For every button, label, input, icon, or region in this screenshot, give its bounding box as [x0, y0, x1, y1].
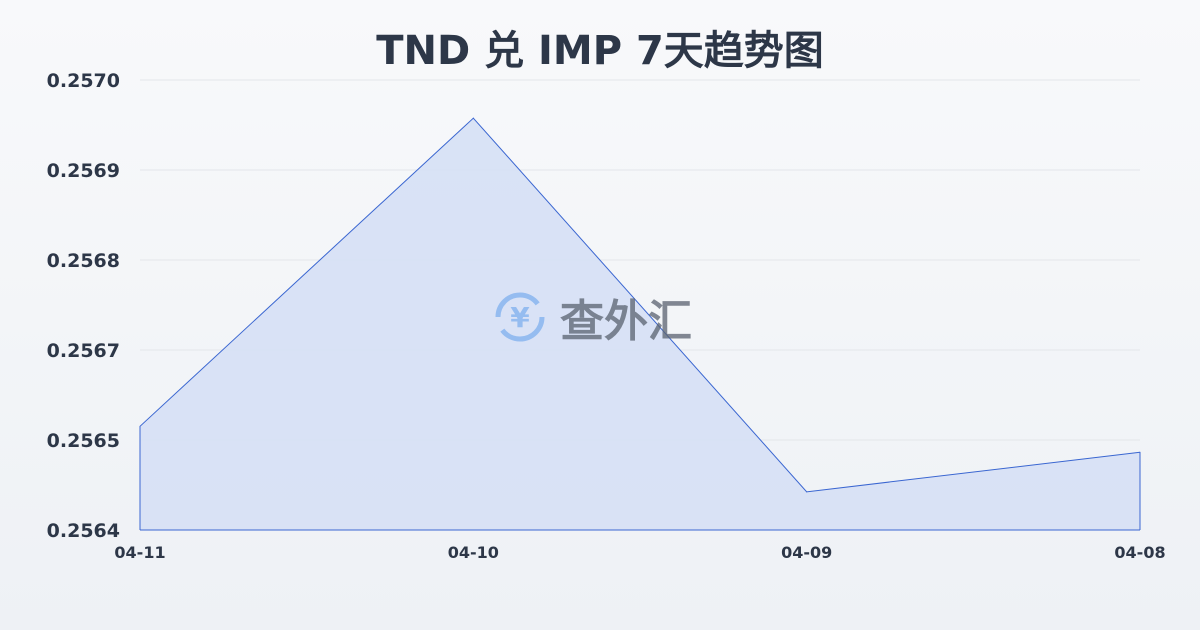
data-point — [472, 117, 474, 119]
y-tick-label: 0.2568 — [47, 250, 120, 272]
area-fill — [140, 118, 1140, 530]
chart-title: TND 兑 IMP 7天趋势图 — [376, 28, 824, 74]
x-tick-label: 04-09 — [781, 543, 832, 562]
watermark: ¥ 查外汇 — [490, 285, 692, 349]
x-tick-label: 04-08 — [1114, 543, 1165, 562]
data-point — [139, 425, 141, 427]
watermark-text: 查外汇 — [560, 296, 692, 347]
series-line — [139, 117, 1141, 493]
data-point — [806, 491, 808, 493]
x-tick-label: 04-11 — [114, 543, 165, 562]
y-tick-label: 0.2569 — [47, 160, 120, 182]
yen-exchange-icon: ¥ — [495, 292, 545, 342]
y-tick-label: 0.2565 — [47, 430, 120, 452]
y-tick-label: 0.2564 — [47, 520, 120, 542]
y-tick-label: 0.2567 — [47, 340, 120, 362]
x-tick-label: 04-10 — [448, 543, 499, 562]
y-tick-label: 0.2570 — [47, 70, 120, 92]
data-point — [1139, 451, 1141, 453]
svg-text:¥: ¥ — [510, 301, 530, 334]
